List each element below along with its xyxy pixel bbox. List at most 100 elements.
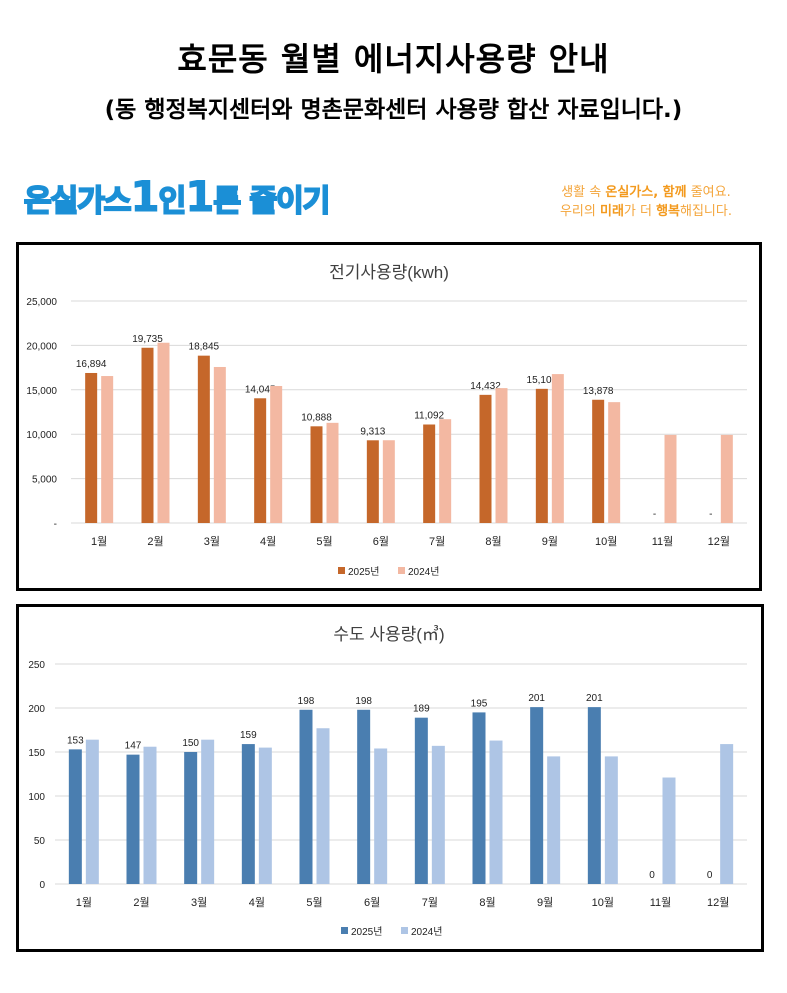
x-tick-label: 9월: [542, 535, 558, 548]
bar-series-2: [382, 440, 395, 523]
legend-label: 2024년: [411, 926, 442, 938]
data-label: 14,045: [245, 384, 276, 395]
water-chart: 수도 사용량(㎥) 0 50 100 150 200 250 1월 153 2월 147 3월 150 4…: [28, 625, 747, 938]
x-tick-label: 5월: [306, 896, 322, 909]
bar-series-1: [423, 424, 436, 523]
slogan-number: 1: [185, 172, 215, 221]
slogan-text: 해집니다.: [680, 204, 732, 219]
bar-series-1: [535, 388, 548, 523]
x-tick-label: 4월: [260, 535, 276, 548]
bar-series-2: [201, 739, 215, 884]
x-tick-label: 7월: [429, 535, 445, 548]
slogan-number: 1: [130, 172, 160, 221]
legend-label: 2024년: [408, 566, 439, 578]
bar-series-1: [68, 749, 82, 884]
data-label: 201: [586, 693, 603, 704]
y-tick-label: 250: [28, 660, 45, 671]
data-label: 159: [240, 730, 257, 741]
bar-series-1: [126, 754, 140, 884]
bar-series-1: [254, 398, 267, 523]
y-tick-label: 100: [28, 792, 45, 803]
bar-series-1: [366, 440, 379, 523]
y-tick-label: 20,000: [26, 341, 57, 352]
bar-series-2: [662, 777, 676, 884]
data-label: 14,432: [470, 381, 501, 392]
bar-series-1: [241, 744, 255, 884]
bar-series-1: [357, 709, 371, 884]
data-label: -: [709, 509, 712, 520]
bar-series-1: [472, 712, 486, 884]
bar-series-1: [592, 399, 605, 523]
bar-series-2: [101, 376, 114, 523]
x-tick-label: 8월: [485, 535, 501, 548]
water-chart-panel: 수도 사용량(㎥) 0 50 100 150 200 250 1월 153 2월 147 3월 150 4…: [16, 604, 764, 952]
bar-series-2: [720, 434, 733, 523]
bar-series-2: [143, 746, 157, 884]
bar-series-2: [374, 748, 388, 884]
slogan-line-2: 우리의 미래가 더 행복해집니다.: [560, 202, 732, 221]
x-tick-label: 5월: [316, 535, 332, 548]
slogan-banner-right: 생활 속 온실가스, 함께 줄여요. 우리의 미래가 더 행복해집니다.: [560, 183, 732, 221]
bar-series-2: [439, 419, 452, 523]
data-label: 15,108: [527, 375, 558, 386]
bar-series-2: [326, 422, 339, 523]
bar-series-1: [587, 707, 601, 884]
slogan-text: 생활 속: [561, 185, 606, 200]
bar-series-1: [479, 394, 492, 523]
bar-series-2: [157, 342, 170, 523]
data-label: 153: [67, 735, 84, 746]
data-label: 150: [182, 738, 199, 749]
bar-series-1: [414, 717, 428, 884]
x-tick-label: 11월: [652, 535, 674, 548]
bar-series-2: [489, 740, 503, 884]
x-tick-label: 1월: [76, 896, 92, 909]
data-label: -: [653, 509, 656, 520]
legend-swatch: [341, 927, 348, 934]
data-label: 198: [298, 696, 315, 707]
x-tick-label: 2월: [147, 535, 163, 548]
bar-series-2: [604, 756, 618, 884]
bar-series-1: [141, 347, 154, 523]
bar-series-2: [551, 374, 564, 523]
data-label: 10,888: [301, 412, 332, 423]
x-tick-label: 4월: [249, 896, 265, 909]
x-tick-label: 8월: [479, 896, 495, 909]
x-tick-label: 10월: [592, 896, 614, 909]
data-label: 198: [355, 696, 372, 707]
x-tick-label: 12월: [708, 535, 730, 548]
y-tick-label: -: [54, 519, 57, 530]
data-label: 19,735: [132, 334, 163, 345]
electricity-chart: 전기사용량(kwh) - 5,000 10,000 15,000 20,000 25,000…: [26, 263, 747, 578]
data-label: 195: [471, 698, 488, 709]
chart-title: 수도 사용량(㎥): [333, 625, 444, 644]
data-label: 11,092: [414, 411, 444, 422]
slogan-emphasis: 행복: [656, 204, 681, 219]
bar-series-1: [197, 355, 210, 523]
y-tick-label: 10,000: [26, 430, 57, 441]
bar-series-2: [213, 366, 226, 523]
data-label: 0: [649, 870, 655, 881]
data-label: 189: [413, 704, 430, 715]
slogan-line-1: 생활 속 온실가스, 함께 줄여요.: [560, 183, 732, 202]
slogan-part: 톤 줄이기: [212, 183, 331, 220]
x-tick-label: 6월: [373, 535, 389, 548]
data-label: 201: [528, 693, 545, 704]
x-tick-label: 3월: [204, 535, 220, 548]
bar-series-2: [270, 385, 283, 523]
x-tick-label: 7월: [422, 896, 438, 909]
bar-series-1: [530, 707, 544, 884]
electricity-chart-panel: 전기사용량(kwh) - 5,000 10,000 15,000 20,000 25,000…: [16, 242, 762, 591]
slogan-emphasis: 온실가스, 함께: [605, 185, 687, 200]
bar-series-2: [431, 745, 445, 884]
data-label: 16,894: [76, 359, 107, 370]
data-label: 147: [125, 741, 142, 752]
data-label: 9,313: [360, 426, 385, 437]
page-subtitle: (동 행정복지센터와 명촌문화센터 사용량 합산 자료입니다.): [104, 97, 683, 123]
bar-series-1: [299, 709, 313, 884]
bar-series-1: [310, 426, 323, 523]
x-tick-label: 12월: [707, 896, 729, 909]
bar-series-2: [720, 744, 734, 884]
bar-series-2: [547, 756, 561, 884]
page-title: 효문동 월별 에너지사용량 안내: [177, 40, 610, 78]
y-tick-label: 0: [39, 880, 45, 891]
